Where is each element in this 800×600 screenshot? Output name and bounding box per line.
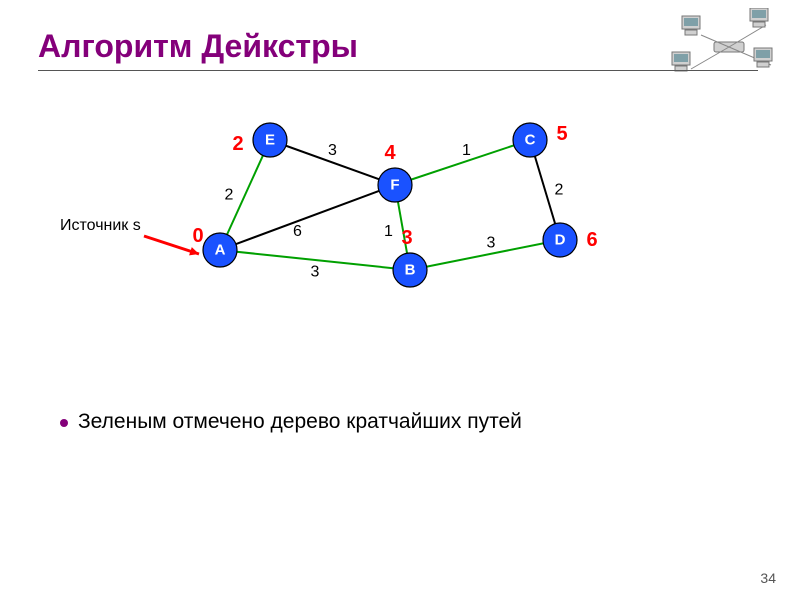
node-B: B [393, 253, 427, 287]
svg-text:F: F [390, 177, 399, 194]
slide-title: Алгоритм Дейкстры [38, 28, 358, 65]
node-C: C [513, 123, 547, 157]
node-E: E [253, 123, 287, 157]
bullet-item: Зеленым отмечено дерево кратчайших путей [60, 410, 522, 434]
bullet-dot-icon [60, 419, 68, 427]
node-dist-A: 0 [192, 225, 203, 247]
node-dist-D: 6 [586, 229, 597, 251]
edge-B-D [410, 240, 560, 270]
bullet-text: Зеленым отмечено дерево кратчайших путей [78, 410, 522, 434]
dijkstra-graph: ABCDEF 035624 23631123 Источник s [60, 120, 660, 320]
svg-text:E: E [265, 132, 275, 149]
edge-weight-A-E: 2 [225, 187, 234, 204]
edge-weight-A-F: 6 [293, 223, 302, 240]
edge-weight-C-D: 2 [555, 182, 564, 199]
title-underline [38, 70, 758, 71]
source-label: Источник s [60, 217, 141, 234]
svg-text:B: B [405, 262, 416, 279]
node-A: A [203, 233, 237, 267]
edge-weight-E-F: 3 [328, 142, 337, 159]
edge-A-F [220, 185, 395, 250]
page-number: 34 [760, 570, 776, 586]
source-arrow-head-icon [189, 247, 199, 255]
decorative-computers [662, 8, 792, 78]
svg-text:C: C [525, 132, 536, 149]
node-dist-B: 3 [401, 227, 412, 249]
edge-weight-B-D: 3 [487, 235, 496, 252]
node-F: F [378, 168, 412, 202]
svg-text:A: A [215, 242, 226, 259]
slide-title-text: Алгоритм Дейкстры [38, 28, 358, 64]
edge-weight-A-B: 3 [311, 264, 320, 281]
svg-text:D: D [555, 232, 566, 249]
node-dist-E: 2 [232, 133, 243, 155]
node-D: D [543, 223, 577, 257]
edge-weight-F-B: 1 [384, 223, 393, 240]
edge-weight-F-C: 1 [462, 142, 471, 159]
node-dist-F: 4 [384, 142, 396, 164]
node-dist-C: 5 [556, 123, 567, 145]
